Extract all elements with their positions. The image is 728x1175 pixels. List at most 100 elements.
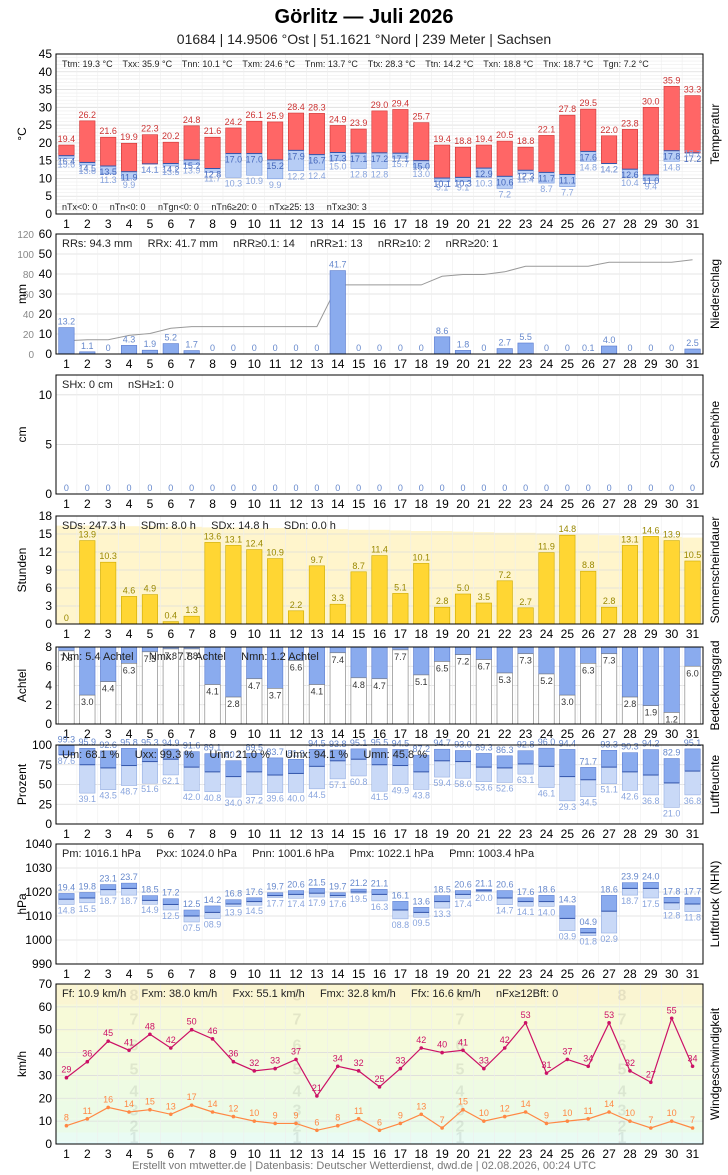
tmax-label: 24.8 [183,115,201,125]
x-tick-label: 24 [540,627,554,641]
pressure-lower-bar [288,894,304,899]
humidity-lower-bar [496,767,513,783]
tmin-label: 10.3 [475,178,493,188]
x-tick-label: 13 [310,627,324,641]
x-tick-label: 13 [310,967,324,981]
wind-Fx-point [482,1066,486,1071]
precip-bar [454,350,472,355]
sun-bar [601,606,618,625]
sun-label: 0 [64,613,69,623]
x-tick-label: 21 [477,1147,491,1161]
page-title: Görlitz — Juli 2026 [274,6,454,28]
cloud-bar-clear [371,646,388,680]
tmin-label: 9.1 [436,183,449,193]
sun-label: 2.2 [290,600,303,610]
cloud-bar-clear [350,646,367,679]
sun-label: 11.4 [371,545,388,555]
tmin-label: 13.5 [162,167,180,177]
humidity-max-label: 95.1 [684,738,702,748]
bft-label: 7 [130,1011,139,1028]
cloud-label: 6.5 [436,663,449,673]
wind-Fx-label: 34 [688,1053,698,1063]
precip-label: 0 [314,343,319,353]
pressure-max-label: 12.5 [183,899,201,909]
humidity-max-label: 93.8 [329,739,347,749]
footer-credits: Erstellt von mtwetter.de | Datenbasis: D… [131,1160,597,1172]
wind-Fx-point [273,1066,277,1071]
tmax-bar [580,108,597,152]
x-tick-label: 18 [415,627,429,641]
x-tick-label: 20 [456,1147,470,1161]
precip-label: 1.8 [457,339,470,349]
sun-possible-bar [515,532,537,624]
y-tick-label: 40 [39,65,53,79]
humidity-max-label: 99.3 [58,735,76,745]
pressure-upper-bar [100,884,117,890]
bft-label: 1 [130,1130,139,1147]
x-tick-label: 16 [373,357,387,371]
x-tick-label: 31 [686,357,700,371]
tmax-bar [79,120,96,163]
tmax-bar [601,135,618,164]
side-label: Sonnenscheindauer [708,517,722,624]
pressure-min-label: 18.7 [120,896,138,906]
sun-bar [621,545,638,625]
cloud-bar-clear [475,646,492,660]
pressure-upper-bar [204,905,221,913]
sum-tick-label: 0 [28,350,34,361]
humidity-min-label: 40.0 [287,793,305,803]
cloud-label: 3.0 [81,697,94,707]
precip-label: 0 [419,343,424,353]
x-tick-label: 19 [435,357,449,371]
sum-tick-label: 120 [17,230,34,241]
wind-Fx-label: 25 [374,1074,384,1084]
x-tick-label: 31 [686,967,700,981]
pressure-min-label: 17.5 [642,899,660,909]
y-axis-label: °C [15,127,29,141]
humidity-max-label: 82.9 [663,748,681,758]
tmin-label: 9.1 [457,183,470,193]
x-tick-label: 4 [126,967,133,981]
y-tick-label: 10 [39,1114,53,1128]
snow-label: 0 [294,483,299,493]
x-tick-label: 2 [84,967,91,981]
pressure-upper-bar [413,907,430,913]
y-tick-label: 0 [45,487,52,501]
wind-Fm-point [586,1117,591,1121]
x-tick-label: 18 [415,357,429,371]
sun-bar [517,607,534,625]
bft-label: 1 [456,1130,465,1147]
pressure-min-label: 13.3 [433,909,451,919]
humidity-upper-bar [475,753,492,768]
x-tick-label: 24 [540,217,554,231]
tmax-bar [183,125,200,161]
bft-label: 8 [293,987,302,1004]
x-tick-label: 29 [644,497,658,511]
wind-Fm-label: 8 [64,1113,69,1123]
pressure-min-label: 14.9 [141,905,159,915]
x-tick-label: 15 [352,357,366,371]
x-tick-label: 8 [209,217,216,231]
snow-label: 0 [231,483,236,493]
plot-frame [55,744,704,825]
x-tick-label: 30 [665,967,679,981]
tmean-label: 17.1 [392,154,410,164]
cloud-label: 6.3 [123,665,136,675]
cloud-bar-clear [642,646,659,707]
tmean-label: 10.1 [433,179,451,189]
x-tick-label: 5 [147,357,154,371]
sun-bar [454,593,472,625]
x-tick-label: 12 [289,827,303,841]
humidity-max-label: 80.1 [225,750,243,760]
wind-Fx-label: 29 [61,1065,71,1075]
tmin-label: 11.4 [517,174,534,184]
sun-bar [684,560,701,625]
tmax-bar [621,129,638,170]
sun-bar [642,536,659,625]
x-tick-label: 8 [209,357,216,371]
humidity-min-label: 39.6 [266,794,284,804]
humidity-max-label: 94.9 [162,738,180,748]
pressure-min-label: 07.5 [183,923,201,933]
